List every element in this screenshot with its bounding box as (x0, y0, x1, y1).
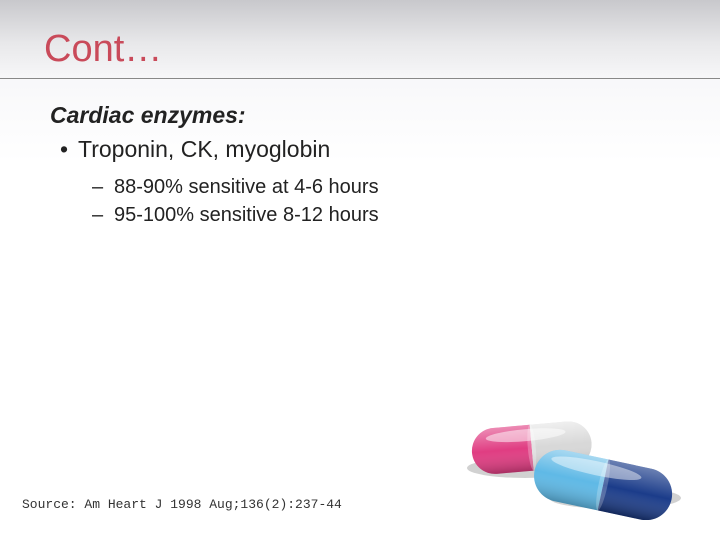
title-underline (0, 78, 720, 79)
main-bullet: •Troponin, CK, myoglobin (60, 136, 330, 163)
bullet-dot: • (60, 136, 78, 163)
dash-icon: – (92, 176, 114, 199)
capsule-illustration (430, 360, 690, 520)
slide-title: Cont… (44, 28, 162, 71)
dash-icon: – (92, 204, 114, 227)
subtitle: Cardiac enzymes: (50, 102, 246, 129)
sub-bullet-1-text: 88-90% sensitive at 4-6 hours (114, 176, 379, 198)
sub-bullet-1: –88-90% sensitive at 4-6 hours (92, 176, 379, 199)
sub-bullet-2-text: 95-100% sensitive 8-12 hours (114, 204, 379, 226)
sub-bullet-2: –95-100% sensitive 8-12 hours (92, 204, 379, 227)
source-citation: Source: Am Heart J 1998 Aug;136(2):237-4… (22, 497, 342, 512)
main-bullet-text: Troponin, CK, myoglobin (78, 136, 330, 162)
